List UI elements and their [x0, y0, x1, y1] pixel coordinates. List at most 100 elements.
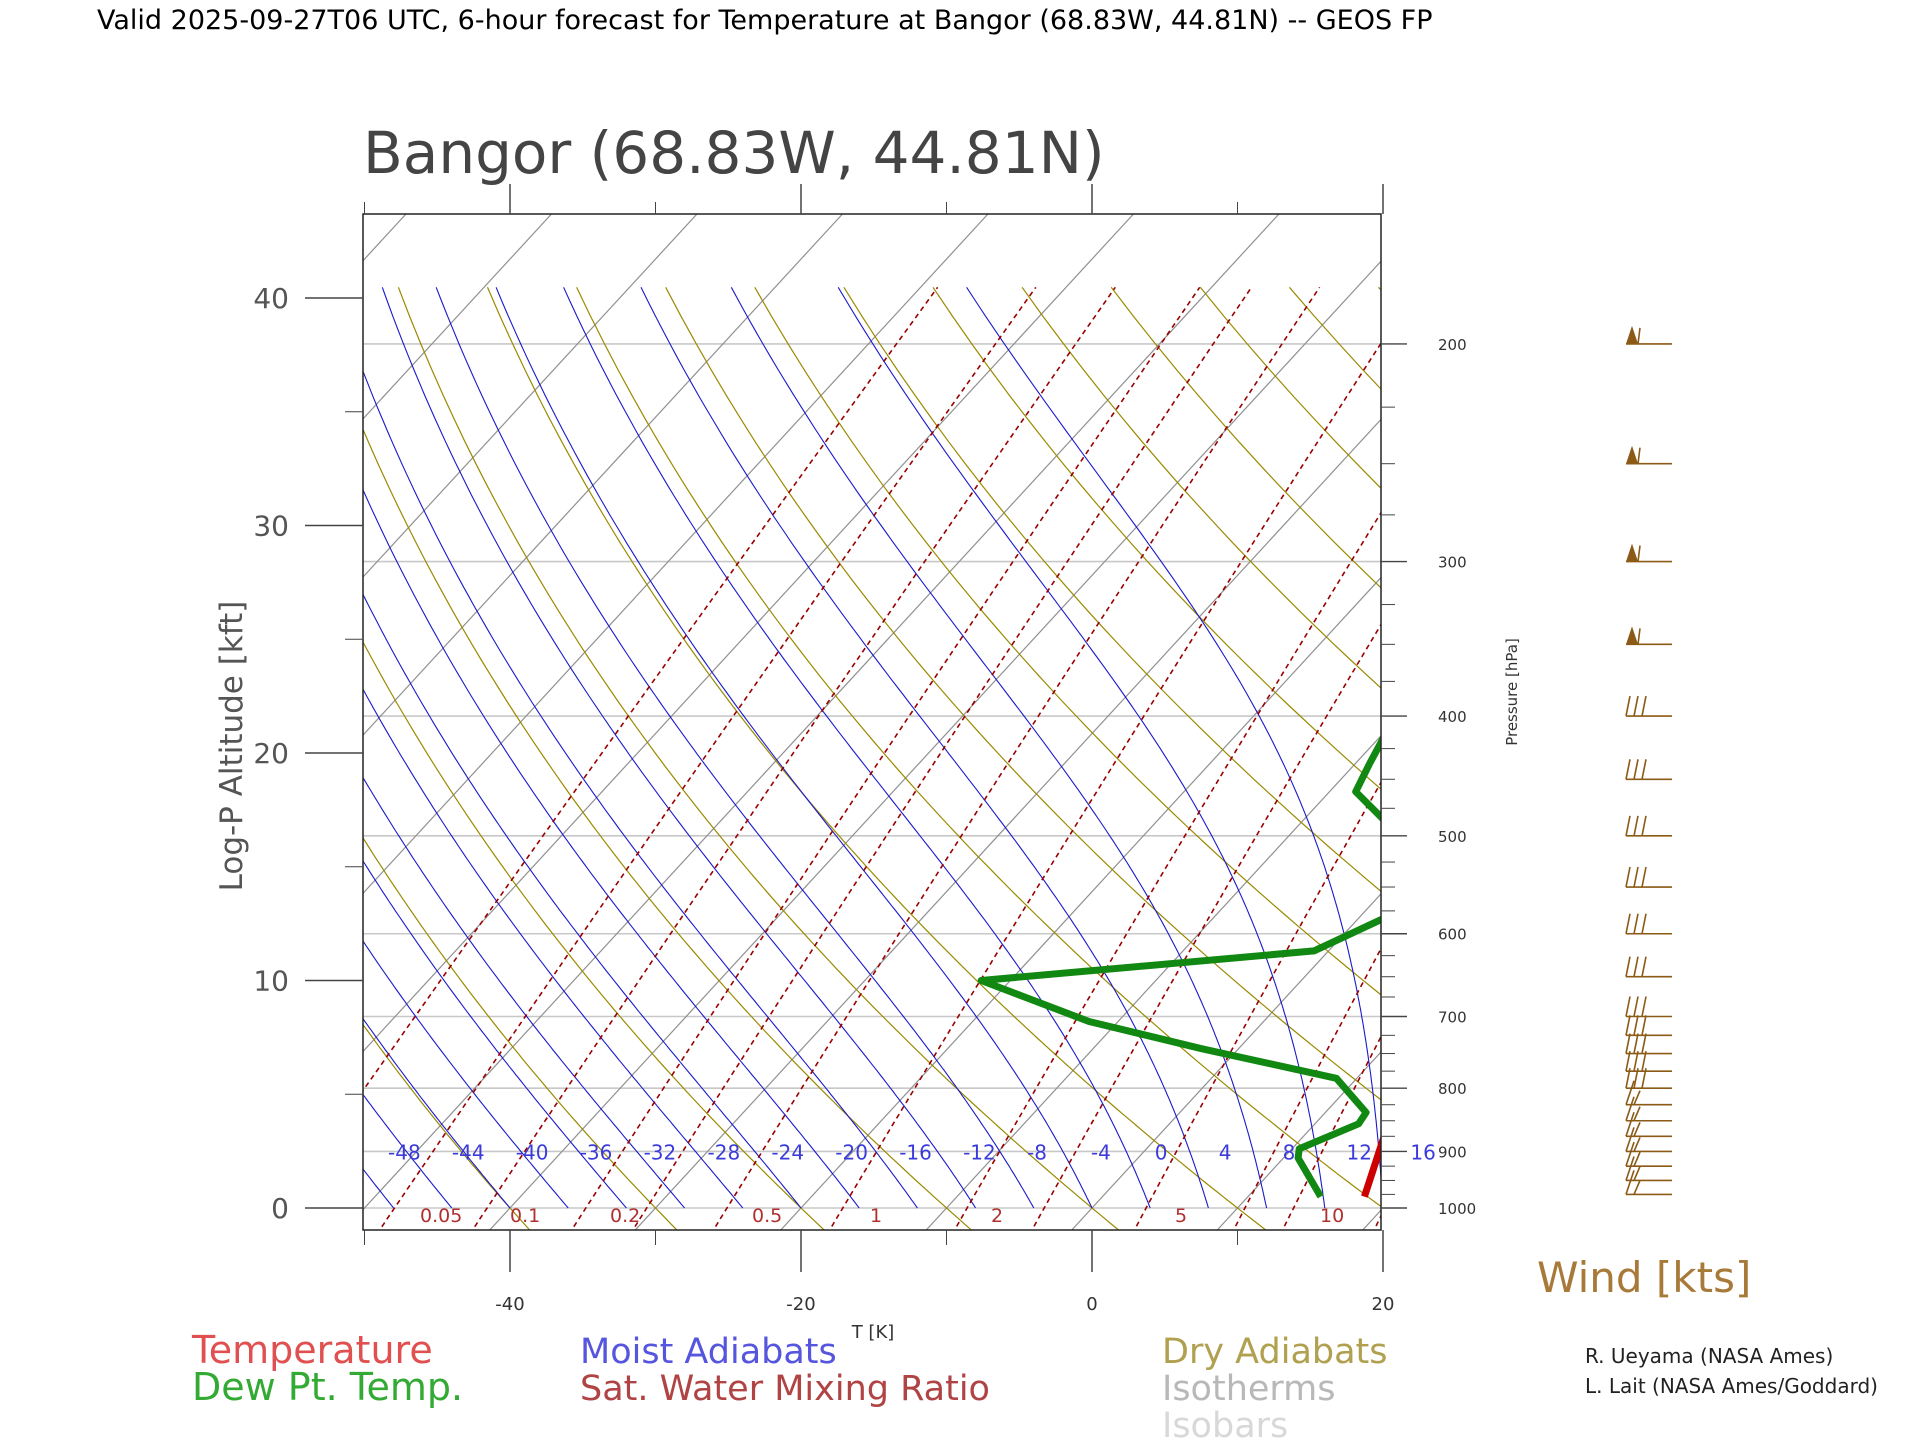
moist-adiabat-label: -36 [580, 1140, 613, 1164]
dry-adiabat-line [843, 286, 1381, 893]
isotherm-line [363, 214, 407, 262]
mixing-ratio-label: 0.2 [610, 1205, 640, 1227]
x-tick-label: -40 [495, 1294, 524, 1315]
mixing-ratio-label: 0.1 [510, 1205, 540, 1227]
dry-adiabat-line [1021, 286, 1381, 689]
moist-adiabat-label: 12 [1347, 1140, 1372, 1164]
y-tick-label: 10 [253, 965, 289, 998]
wind-barb [1625, 1127, 1672, 1153]
pressure-tick-label: 400 [1438, 708, 1467, 726]
dry-adiabat-line [1468, 287, 1920, 1234]
legend-isotherms: Isotherms [1162, 1369, 1336, 1409]
moist-adiabat-line [363, 688, 744, 1209]
x-tick-label: 20 [1372, 1294, 1395, 1315]
moist-adiabat-line [363, 940, 569, 1209]
mixing-ratio-line [828, 341, 1381, 1230]
legend-dewpoint: Dew Pt. Temp. [192, 1365, 463, 1409]
mixing-ratio-line [1133, 780, 1381, 1230]
chart-header: Valid 2025-09-27T06 UTC, 6-hour forecast… [97, 5, 1433, 36]
moist-adiabat-line [363, 593, 802, 1209]
moist-adiabat-line [837, 287, 1326, 1209]
profiles [977, 734, 1381, 1199]
moist-adiabat-label: -12 [963, 1140, 996, 1164]
y-tick-label: 20 [253, 737, 289, 770]
isotherm-line [1654, 214, 1920, 1230]
moist-adiabat-line [363, 1093, 453, 1209]
x-tick-label: 0 [1086, 1294, 1097, 1315]
chart-title: Bangor (68.83W, 44.81N) [363, 119, 1105, 187]
pressure-tick-label: 1000 [1438, 1200, 1476, 1218]
moist-adiabat-label: -8 [1027, 1140, 1047, 1164]
dry-adiabat-line [665, 287, 1381, 1101]
y-tick-label: 30 [253, 510, 289, 543]
legend-temperature: Temperature [191, 1328, 433, 1372]
dry-adiabat-line [1735, 287, 1920, 1234]
moist-adiabat-label: 16 [1410, 1140, 1435, 1164]
moist-adiabat-line [363, 776, 686, 1209]
mixing-ratio-label: 0.05 [420, 1205, 462, 1227]
moist-adiabat-line [363, 1168, 395, 1209]
moist-adiabat-line [363, 1017, 511, 1209]
moist-adiabat-label: -40 [516, 1140, 549, 1164]
wind-barb [1625, 695, 1672, 717]
isotherm-line [363, 214, 1280, 1211]
wind-barb [1625, 1096, 1672, 1122]
isotherm-line [363, 214, 843, 737]
moist-adiabat-label: -16 [899, 1140, 932, 1164]
wind-barb [1625, 913, 1672, 935]
wind-title: Wind [kts] [1537, 1253, 1751, 1302]
wind-barb [1625, 1141, 1672, 1167]
dry-adiabat-line [1288, 286, 1381, 390]
background-lines [0, 214, 1920, 1234]
moist-adiabat-line [495, 287, 1093, 1209]
wind-barb [1625, 1080, 1672, 1106]
plot-border [362, 213, 1382, 1231]
moist-adiabat-label: -24 [771, 1140, 804, 1164]
dry-adiabat-line [486, 287, 1267, 1230]
wind-barb [1625, 1068, 1672, 1089]
dry-adiabat-line [1110, 286, 1381, 589]
isotherm-line [925, 734, 1381, 1230]
wind-barb [1625, 815, 1672, 837]
wind-barb [1626, 445, 1672, 465]
wind-barb [1625, 759, 1672, 781]
moist-adiabat-label: 8 [1283, 1140, 1296, 1164]
mixing-ratio-label: 5 [1175, 1205, 1187, 1227]
dry-adiabat-line [576, 287, 1381, 1208]
x-axis-label: T [K] [851, 1322, 895, 1343]
y-tick-label: 40 [253, 282, 289, 315]
wind-barb [1625, 866, 1672, 888]
pressure-tick-label: 700 [1438, 1009, 1467, 1027]
dry-adiabat-line [1557, 287, 1920, 1234]
dry-adiabat-line [397, 287, 1120, 1230]
pressure-tick-label: 300 [1438, 554, 1467, 572]
moist-adiabat-line [640, 287, 1209, 1209]
dry-adiabat-line [1199, 286, 1381, 490]
pressure-tick-label: 800 [1438, 1080, 1467, 1098]
pressure-tick-label: 600 [1438, 926, 1467, 944]
moist-adiabat-line [363, 860, 627, 1209]
wind-barb [1625, 956, 1672, 978]
mixing-ratio-line [570, 286, 1201, 1230]
mixing-ratio-line [1609, 287, 1920, 1234]
wind-barb [1626, 626, 1672, 646]
wind-barb [1626, 543, 1672, 563]
wind-barb [1625, 1050, 1672, 1072]
wind-barb [1625, 1033, 1672, 1055]
mixing-ratio-line [1711, 287, 1920, 1234]
moist-adiabat-line [730, 287, 1268, 1209]
mixing-ratio-line [1232, 947, 1381, 1230]
moist-adiabat-label: 0 [1155, 1140, 1168, 1164]
mixing-ratio-line [631, 286, 1253, 1230]
dry-adiabat-line [1913, 287, 1920, 1234]
moist-adiabat-line [0, 287, 219, 1208]
y-axis-label: Log-P Altitude [kft] [214, 601, 250, 892]
mixing-ratio-label: 0.5 [752, 1205, 782, 1227]
mixing-ratio-line [1031, 623, 1381, 1230]
wind-barb [1625, 996, 1672, 1018]
dry-adiabat-line [363, 836, 678, 1230]
wind-barb [1626, 325, 1672, 345]
moist-adiabat-line [363, 369, 918, 1209]
isotherm-line [363, 214, 1134, 1053]
